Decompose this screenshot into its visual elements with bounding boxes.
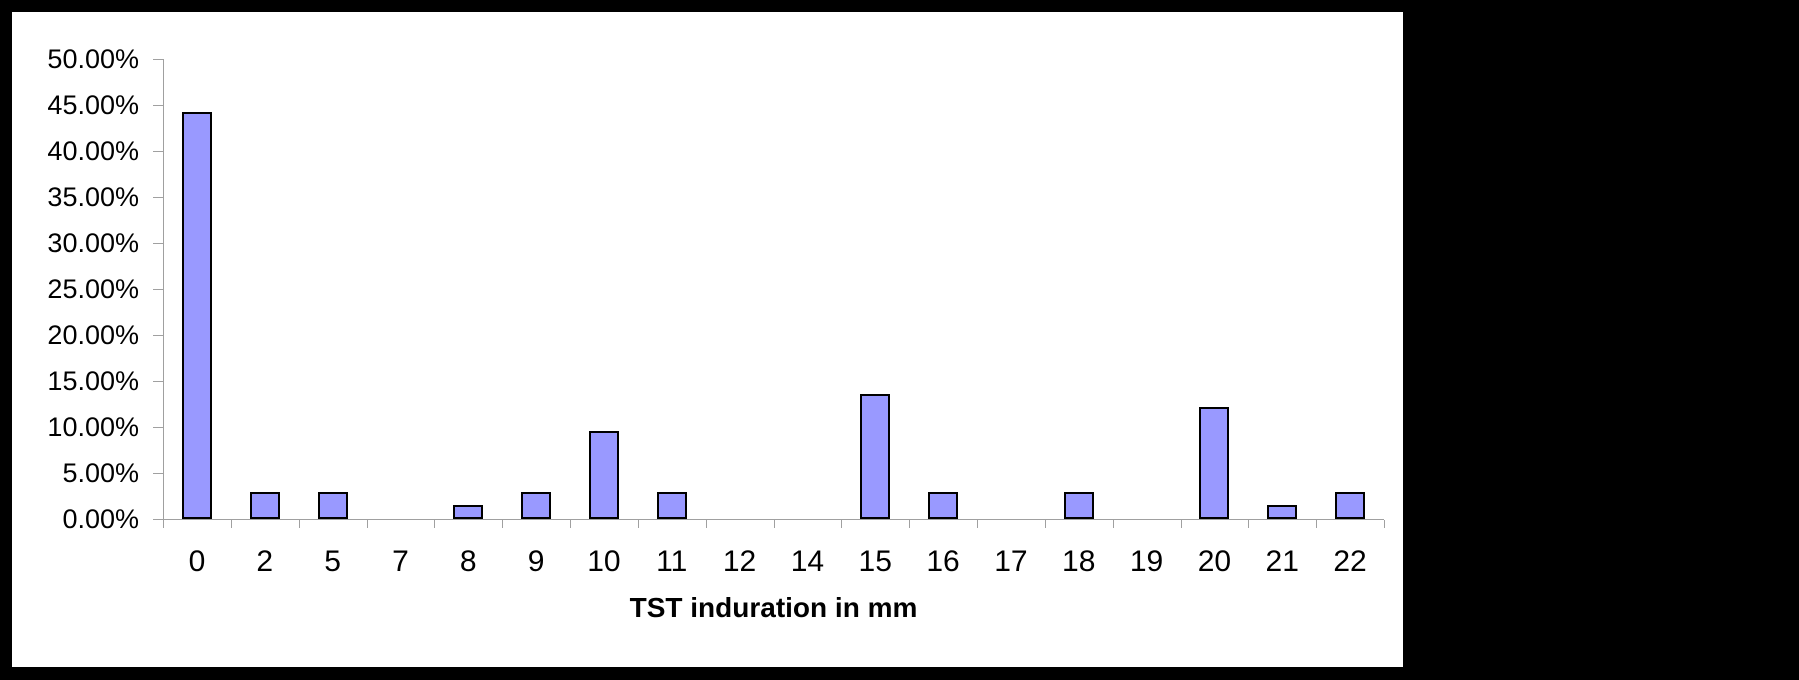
y-tick-label: 35.00% [47, 182, 139, 212]
x-tick [637, 520, 639, 528]
y-tick-label: 5.00% [62, 458, 139, 488]
x-tick [1180, 520, 1182, 528]
bar [588, 431, 619, 519]
y-tick-label: 40.00% [47, 136, 139, 166]
y-tick-label: 50.00% [47, 44, 139, 74]
x-tick-label: 8 [459, 545, 477, 578]
x-tick [434, 520, 436, 528]
x-tick-label: 21 [1265, 545, 1299, 578]
y-tick-label: 0.00% [62, 504, 139, 534]
x-tick-label: 15 [858, 545, 892, 578]
y-tick [153, 59, 163, 60]
x-tick [1044, 520, 1046, 528]
bar [249, 492, 280, 519]
y-tick-label: 45.00% [47, 90, 139, 120]
y-tick [153, 243, 163, 244]
x-tick-label: 22 [1333, 545, 1367, 578]
x-tick-label: 16 [926, 545, 960, 578]
x-tick [230, 520, 232, 528]
y-tick [153, 151, 163, 152]
y-axis-line [163, 59, 164, 520]
y-tick [153, 335, 163, 336]
bar [1267, 504, 1298, 519]
bar [181, 112, 212, 519]
x-tick [163, 520, 164, 528]
y-tick-label: 25.00% [47, 274, 139, 304]
y-tick-label: 30.00% [47, 228, 139, 258]
chart-panel: 50.00% 45.00% 40.00% 35.00% 30.00% 25.00% 20.0… [12, 12, 1403, 667]
bar [1335, 492, 1366, 519]
plot-area [163, 59, 1384, 519]
y-tick [153, 289, 163, 290]
x-axis-title: TST induration in mm [629, 592, 918, 623]
y-tick [153, 105, 163, 106]
bar [1063, 492, 1094, 519]
y-tick [153, 519, 163, 520]
bar [928, 492, 959, 519]
x-tick [1112, 520, 1114, 528]
y-tick [153, 381, 163, 382]
bar [656, 492, 687, 519]
x-tick-label: 20 [1197, 545, 1232, 578]
x-tick [298, 520, 300, 528]
bar [860, 394, 891, 519]
x-tick-label: 5 [324, 545, 341, 578]
bar [453, 504, 484, 519]
x-tick [1384, 520, 1385, 528]
x-tick-label: 7 [392, 545, 409, 578]
y-tick [153, 427, 163, 428]
x-tick [773, 520, 775, 528]
y-tick [153, 473, 163, 474]
x-tick [570, 520, 571, 528]
x-tick-label: 9 [527, 545, 545, 578]
x-axis-line [163, 519, 1384, 520]
bar [521, 492, 552, 519]
x-tick-label: 0 [188, 545, 206, 578]
x-tick [502, 520, 504, 528]
x-tick-label: 14 [790, 545, 825, 578]
bar [1199, 406, 1230, 519]
x-tick-label: 19 [1129, 545, 1164, 578]
y-tick-label: 10.00% [47, 412, 139, 442]
x-tick-label: 11 [656, 545, 688, 578]
x-tick-label: 10 [587, 545, 621, 578]
bar [317, 492, 348, 519]
x-tick [909, 520, 911, 528]
x-tick [705, 520, 707, 528]
y-tick-label: 20.00% [47, 320, 139, 350]
x-tick-label: 18 [1062, 545, 1096, 578]
x-tick [1316, 520, 1318, 528]
x-tick [977, 520, 978, 528]
y-tick [153, 197, 163, 198]
x-tick-label: 12 [722, 545, 757, 578]
x-tick [1248, 520, 1250, 528]
y-tick-label: 15.00% [47, 366, 139, 396]
x-tick-label: 2 [256, 545, 274, 578]
x-tick [366, 520, 368, 528]
x-tick [841, 520, 843, 528]
x-tick-label: 17 [994, 545, 1028, 578]
